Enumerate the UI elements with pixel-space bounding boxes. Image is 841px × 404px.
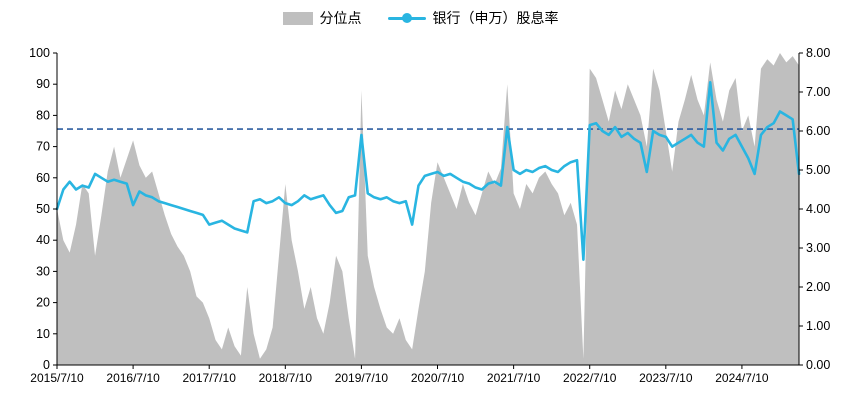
left-axis-tick-label: 20 <box>36 296 50 310</box>
x-axis-tick-label: 2018/7/10 <box>259 371 313 385</box>
dividend-yield-line-series <box>55 80 801 262</box>
left-axis-tick-label: 40 <box>36 233 50 247</box>
left-axis-tick-label: 90 <box>36 77 50 91</box>
x-axis-tick-label: 2021/7/10 <box>487 371 541 385</box>
x-axis-tick-label: 2024/7/10 <box>715 371 769 385</box>
right-axis-tick-label: 7.00 <box>806 85 830 99</box>
right-axis-tick-label: 2.00 <box>806 280 830 294</box>
chart-legend: 分位点 银行（申万）股息率 <box>0 8 841 28</box>
legend-label-dividend-yield: 银行（申万）股息率 <box>432 10 559 26</box>
x-axis-tick-label: 2020/7/10 <box>411 371 465 385</box>
x-axis-tick-label: 2017/7/10 <box>183 371 237 385</box>
area-swatch-icon <box>282 11 313 25</box>
left-axis-tick-label: 10 <box>36 327 50 341</box>
left-axis-tick-label: 70 <box>36 140 50 154</box>
legend-item-percentile[interactable]: 分位点 <box>282 8 362 28</box>
x-axis-tick-label: 2023/7/10 <box>639 371 693 385</box>
left-axis-tick-label: 50 <box>36 202 50 216</box>
line-swatch-icon <box>387 12 426 25</box>
left-axis-tick-label: 30 <box>36 264 50 278</box>
right-axis-tick-label: 3.00 <box>806 241 830 255</box>
left-axis-tick-label: 100 <box>29 46 50 60</box>
x-axis-tick-label: 2022/7/10 <box>563 371 617 385</box>
right-axis-tick-label: 5.00 <box>806 163 830 177</box>
left-axis-tick-label: 0 <box>43 358 50 372</box>
left-axis-tick-label: 80 <box>36 108 50 122</box>
right-axis-tick-label: 4.00 <box>806 202 830 216</box>
x-axis-tick-label: 2019/7/10 <box>335 371 389 385</box>
percentile-area-series <box>57 53 799 365</box>
right-axis-tick-label: 0.00 <box>806 358 830 372</box>
x-axis-tick-label: 2016/7/10 <box>106 371 160 385</box>
right-axis-tick-label: 8.00 <box>806 46 830 60</box>
legend-label-percentile: 分位点 <box>319 10 362 26</box>
x-axis-tick-label: 2015/7/10 <box>30 371 84 385</box>
left-axis-tick-label: 60 <box>36 171 50 185</box>
right-axis-tick-label: 1.00 <box>806 319 830 333</box>
right-axis-tick-label: 6.00 <box>806 124 830 138</box>
legend-item-dividend-yield[interactable]: 银行（申万）股息率 <box>387 8 559 28</box>
